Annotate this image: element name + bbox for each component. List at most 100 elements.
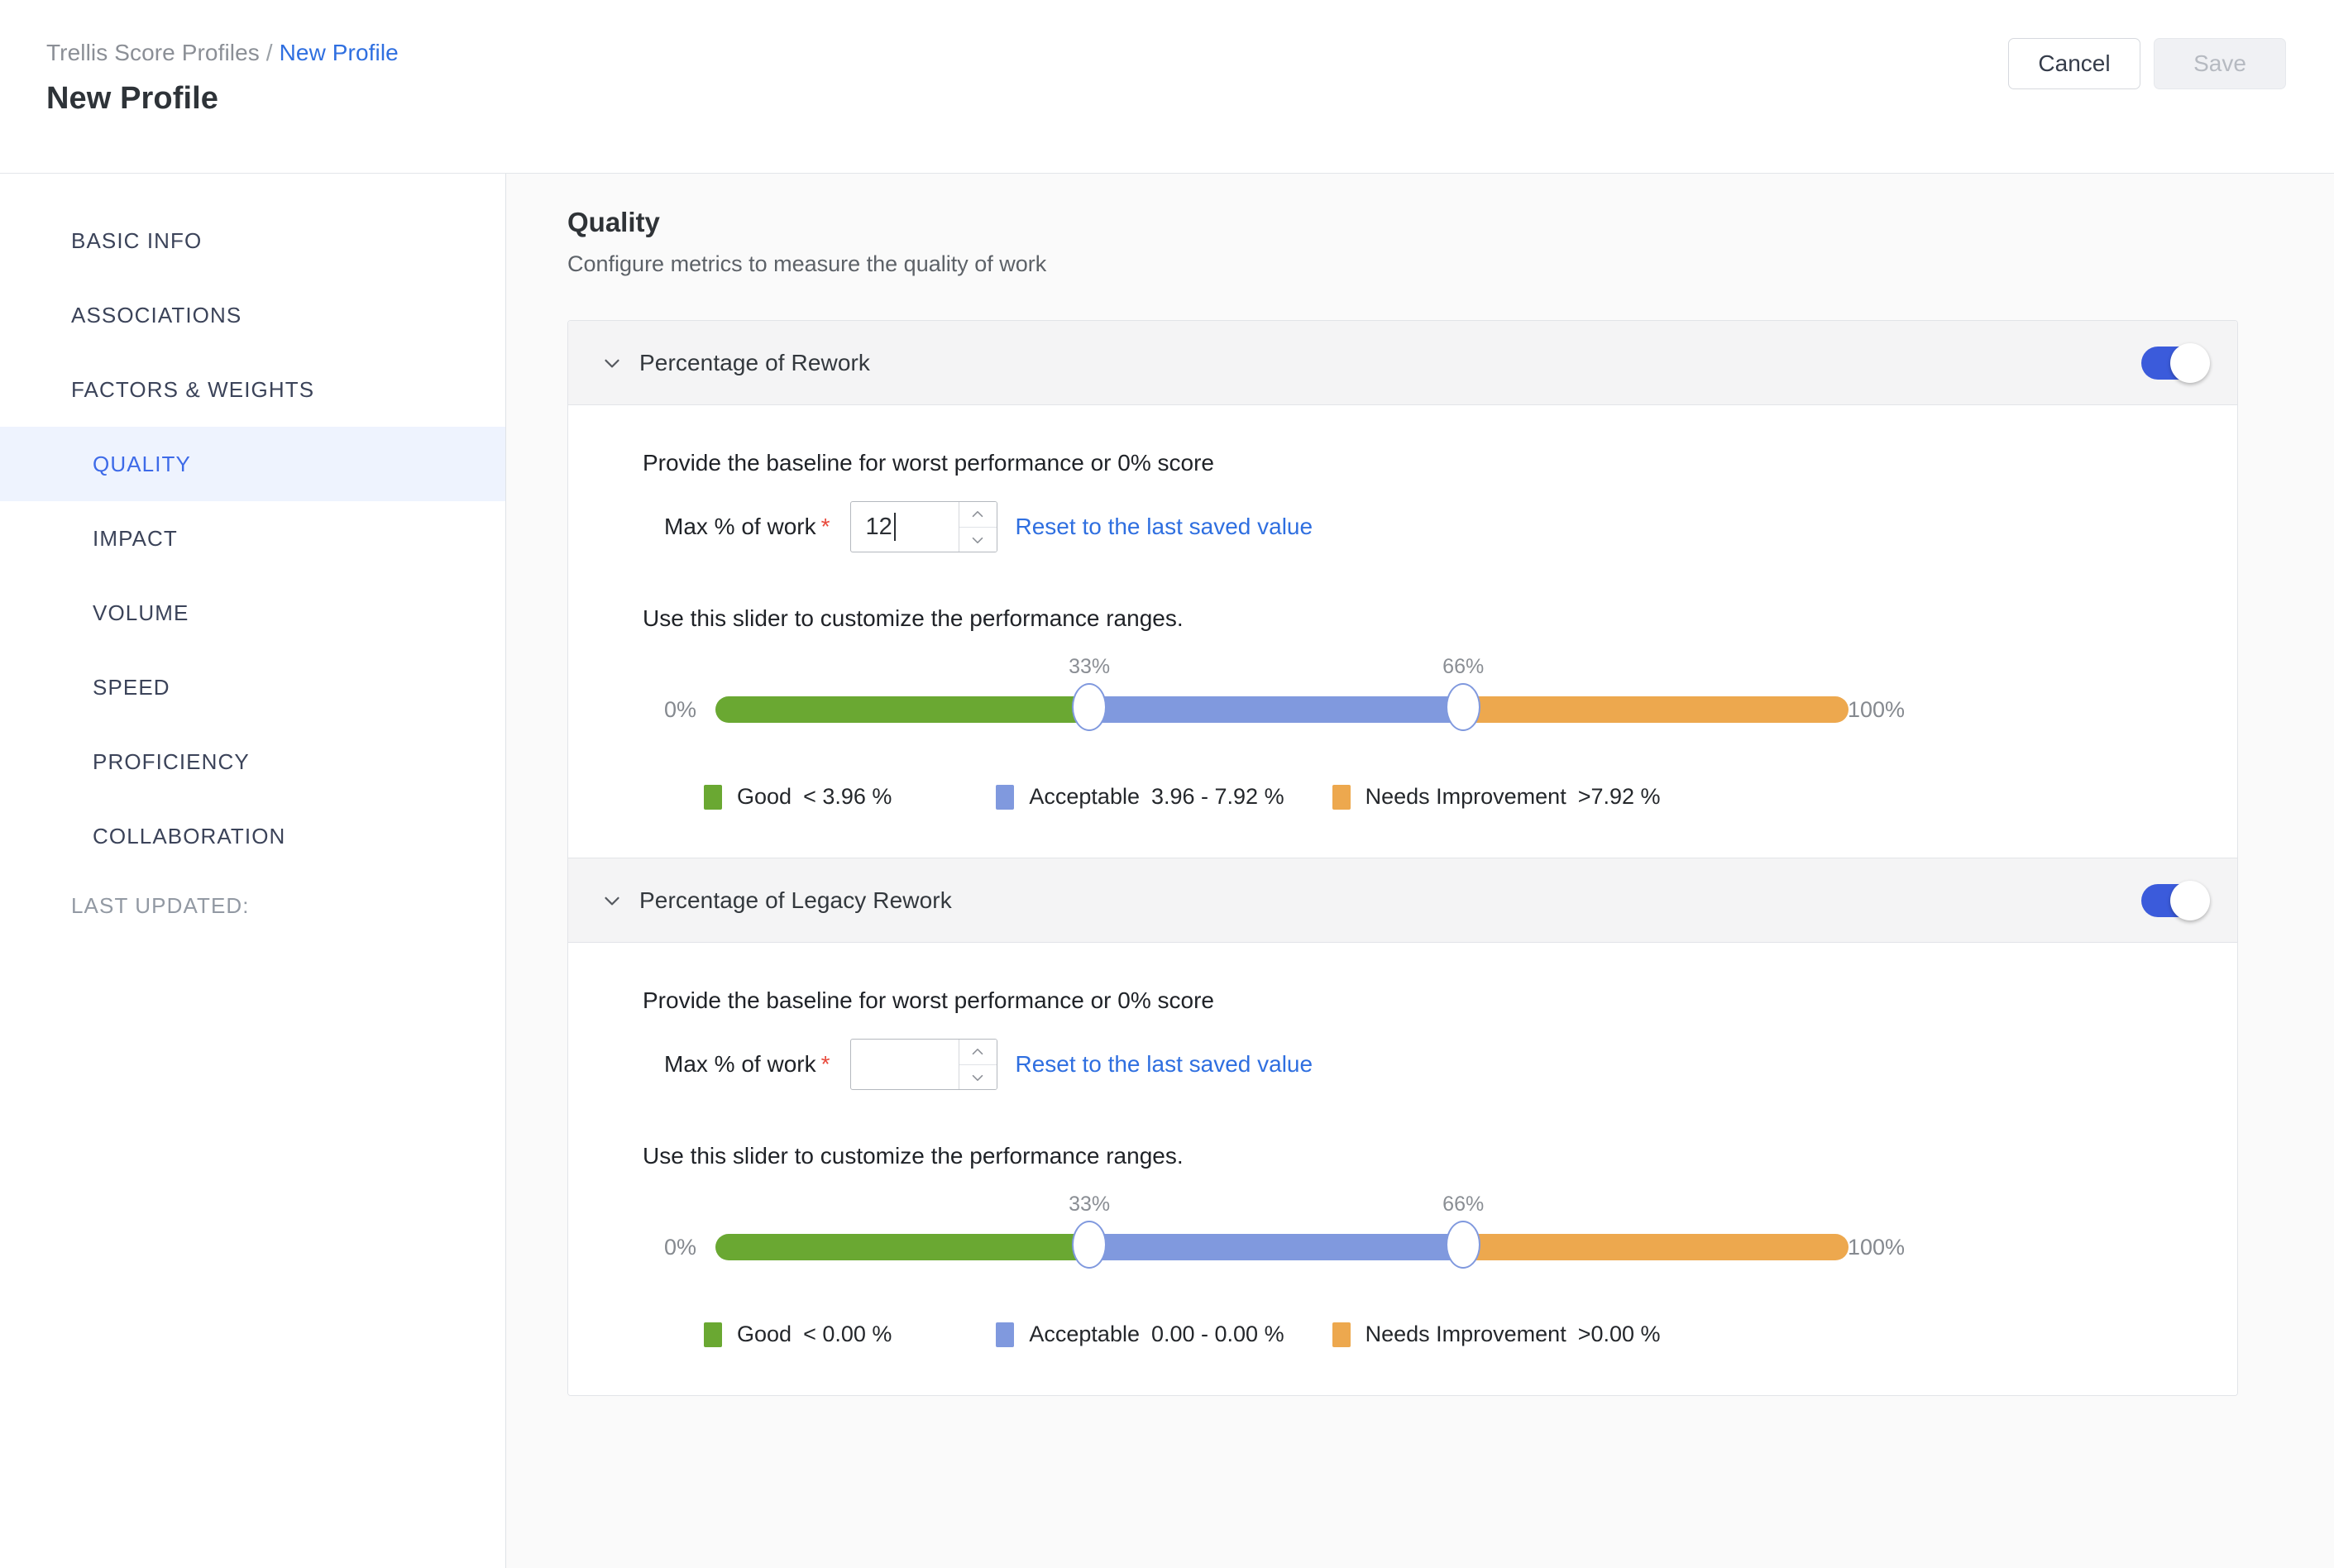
slider-handle-label-2: 66% (1442, 1193, 1485, 1216)
slider-segment-needs-improvement (1463, 1234, 1849, 1260)
save-button[interactable]: Save (2154, 38, 2286, 89)
legend-range: < 3.96 % (803, 784, 892, 809)
sidebar-item-impact[interactable]: IMPACT (0, 501, 505, 576)
sidebar-item-label: PROFICIENCY (93, 748, 250, 774)
performance-range-slider[interactable]: 0% 100% 33% 66% (664, 1193, 1905, 1282)
main-content: Quality Configure metrics to measure the… (506, 174, 2334, 1568)
legend-range: 0.00 - 0.00 % (1150, 1322, 1284, 1346)
max-percent-field-row: Max % of work * 12 Reset to the last saved … (664, 501, 2207, 552)
legend-label: Acceptable (1029, 1322, 1140, 1346)
breadcrumb: Trellis Score Profiles / New Profile (46, 40, 399, 66)
max-percent-input[interactable]: 12 (849, 501, 997, 552)
reset-to-saved-link[interactable]: Reset to the last saved value (1015, 514, 1313, 539)
baseline-instruction: Provide the baseline for worst performan… (643, 450, 1214, 476)
max-percent-field-row: Max % of work * Reset to the last saved va… (664, 1039, 2207, 1090)
metric-card: Percentage of Rework Provide the baseline… (568, 321, 2237, 858)
legend-range: >7.92 % (1577, 784, 1661, 809)
slider-handle-1[interactable] (1072, 1221, 1107, 1269)
spinner-up-icon[interactable] (959, 502, 997, 527)
max-percent-input[interactable] (849, 1039, 997, 1090)
performance-legend: Good < 0.00 % Acceptable 0.00 - 0.00 % Needs… (704, 1322, 2207, 1347)
max-percent-label: Max % of work * (664, 1051, 830, 1077)
slider-segment-acceptable (1089, 696, 1464, 723)
slider-handle-label-1: 33% (1069, 655, 1111, 678)
slider-segment-needs-improvement (1463, 696, 1849, 723)
spinner-down-icon[interactable] (959, 1064, 997, 1089)
legend-label: Needs Improvement (1365, 1322, 1566, 1346)
legend-label: Good (737, 784, 792, 809)
chevron-down-icon[interactable] (598, 887, 626, 915)
slider-handle-1[interactable] (1072, 683, 1107, 731)
sidebar-item-factors-weights[interactable]: FACTORS & WEIGHTS (0, 352, 505, 427)
sidebar-last-updated: LAST UPDATED: (71, 893, 250, 918)
card-header[interactable]: Percentage of Rework (568, 321, 2237, 405)
sidebar-item-label: SPEED (93, 674, 170, 700)
reset-to-saved-link[interactable]: Reset to the last saved value (1015, 1051, 1313, 1077)
metric-enable-toggle[interactable] (2141, 342, 2210, 383)
performance-range-slider[interactable]: 0% 100% 33% 66% (664, 655, 1905, 744)
max-percent-input-value[interactable] (851, 1040, 959, 1089)
breadcrumb-current[interactable]: New Profile (279, 40, 399, 65)
sidebar-item-collaboration[interactable]: COLLABORATION (0, 799, 505, 873)
slider-handle-2[interactable] (1446, 1221, 1481, 1269)
max-percent-input-value[interactable]: 12 (851, 502, 959, 552)
slider-track[interactable] (715, 1234, 1849, 1260)
toggle-knob (2170, 342, 2210, 383)
performance-legend: Good < 3.96 % Acceptable 3.96 - 7.92 % Needs… (704, 784, 2207, 810)
top-bar: Trellis Score Profiles / New Profile New… (0, 0, 2334, 174)
slider-segment-good (715, 696, 1090, 723)
spinner-down-icon[interactable] (959, 527, 997, 552)
metric-card: Percentage of Legacy Rework Provide the b… (568, 858, 2237, 1395)
sidebar-item-label: ASSOCIATIONS (71, 302, 242, 327)
legend-label: Acceptable (1029, 784, 1140, 809)
legend-color-swatch (996, 1322, 1015, 1347)
legend-item: Needs Improvement >7.92 % (1332, 784, 1661, 810)
legend-color-swatch (996, 784, 1015, 810)
slider-track[interactable] (715, 696, 1849, 723)
sidebar-item-proficiency[interactable]: PROFICIENCY (0, 724, 505, 799)
chevron-down-icon[interactable] (598, 349, 626, 377)
number-spinner[interactable] (958, 502, 997, 552)
slider-handle-2[interactable] (1446, 683, 1481, 731)
required-marker: * (820, 514, 830, 539)
number-spinner[interactable] (958, 1040, 997, 1089)
metric-enable-toggle[interactable] (2141, 880, 2210, 920)
card-title: Percentage of Rework (639, 349, 871, 375)
legend-item: Good < 0.00 % (704, 1322, 892, 1347)
body-wrapper: BASIC INFO ASSOCIATIONS FACTORS & WEIGHTS Q… (0, 174, 2334, 1568)
cancel-button[interactable]: Cancel (2008, 38, 2140, 89)
legend-item: Good < 3.96 % (704, 784, 892, 810)
sidebar-item-volume[interactable]: VOLUME (0, 576, 505, 650)
section-title: Quality (567, 207, 660, 237)
breadcrumb-root[interactable]: Trellis Score Profiles (46, 40, 260, 65)
sidebar-item-associations[interactable]: ASSOCIATIONS (0, 278, 505, 352)
slider-instruction: Use this slider to customize the perform… (643, 1143, 1184, 1169)
legend-item: Acceptable 3.96 - 7.92 % (996, 784, 1284, 810)
slider-max-label: 100% (1847, 696, 1905, 722)
legend-color-swatch (1332, 1322, 1351, 1347)
sidebar: BASIC INFO ASSOCIATIONS FACTORS & WEIGHTS Q… (0, 174, 506, 1568)
card-title: Percentage of Legacy Rework (639, 887, 952, 913)
legend-color-swatch (704, 784, 722, 810)
legend-range: >0.00 % (1577, 1322, 1661, 1346)
legend-range: < 0.00 % (803, 1322, 892, 1346)
card-header[interactable]: Percentage of Legacy Rework (568, 858, 2237, 943)
section-subtitle: Configure metrics to measure the quality… (567, 251, 1047, 276)
slider-min-label: 0% (664, 696, 697, 722)
slider-instruction: Use this slider to customize the perform… (643, 605, 1184, 631)
legend-label: Good (737, 1322, 792, 1346)
required-marker: * (820, 1051, 830, 1077)
page-title: New Profile (46, 81, 219, 116)
sidebar-item-label: BASIC INFO (71, 227, 203, 253)
metric-cards-container: Percentage of Rework Provide the baseline… (567, 320, 2238, 1396)
spinner-up-icon[interactable] (959, 1040, 997, 1064)
legend-item: Acceptable 0.00 - 0.00 % (996, 1322, 1284, 1347)
sidebar-nav: BASIC INFO ASSOCIATIONS FACTORS & WEIGHTS Q… (0, 203, 505, 873)
sidebar-item-basic-info[interactable]: BASIC INFO (0, 203, 505, 278)
legend-item: Needs Improvement >0.00 % (1332, 1322, 1661, 1347)
legend-range: 3.96 - 7.92 % (1150, 784, 1284, 809)
legend-label: Needs Improvement (1365, 784, 1566, 809)
sidebar-item-speed[interactable]: SPEED (0, 650, 505, 724)
sidebar-item-quality[interactable]: QUALITY (0, 427, 505, 501)
sidebar-item-label: QUALITY (93, 451, 191, 476)
